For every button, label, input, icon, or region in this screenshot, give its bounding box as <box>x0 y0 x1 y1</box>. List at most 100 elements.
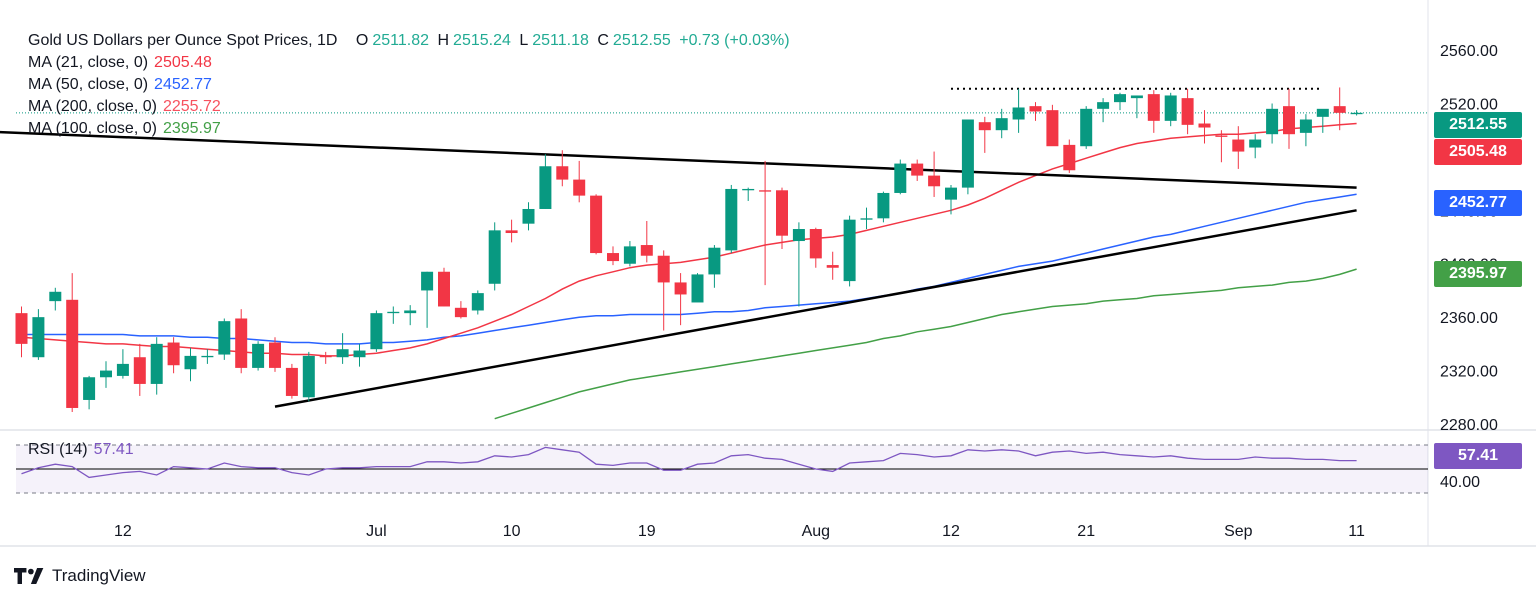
candle-body <box>1299 119 1312 133</box>
trendline-0 <box>0 130 1357 189</box>
candle <box>1046 104 1059 147</box>
candle <box>505 219 518 243</box>
candle <box>150 337 163 395</box>
candle <box>387 306 400 324</box>
ohlc-values: O 2511.82 H 2515.24 L 2511.18 C 2512.55 +0.7… <box>352 32 790 49</box>
candle-body <box>218 321 231 355</box>
candle-body <box>404 310 417 314</box>
rsi-pane <box>16 444 1428 494</box>
close-value: 2512.55 <box>612 32 671 49</box>
candle <box>877 191 890 223</box>
candle <box>911 159 924 181</box>
candle-body <box>1198 123 1211 128</box>
candle <box>539 154 552 209</box>
ma50-price-tag: 2452.77 <box>1434 190 1522 216</box>
symbol-title[interactable]: Gold US Dollars per Ounce Spot Prices, 1… <box>28 32 338 49</box>
candle <box>995 108 1008 139</box>
candle <box>404 305 417 326</box>
candle-body <box>1283 106 1295 135</box>
ma100-legend[interactable]: MA (100, close, 0) 2395.97 <box>28 118 790 140</box>
candle <box>336 333 349 364</box>
candle-body <box>269 342 281 368</box>
candle-body <box>235 318 248 368</box>
ma200-legend[interactable]: MA (200, close, 0) 2255.72 <box>28 96 790 118</box>
x-tick-label: Aug <box>802 523 830 540</box>
candle-body <box>556 166 569 180</box>
candle <box>302 351 315 402</box>
open-value: 2511.82 <box>372 32 430 49</box>
candle-body <box>454 307 467 318</box>
y-tick-label: 2320.00 <box>1440 364 1498 381</box>
candle <box>1147 90 1160 133</box>
candle-body <box>150 343 163 384</box>
candle-body <box>911 163 924 176</box>
candle <box>978 116 991 153</box>
x-tick-label: Sep <box>1224 523 1253 540</box>
candle <box>742 187 755 201</box>
candle-body <box>1333 106 1346 113</box>
candle <box>674 273 687 326</box>
legend-title-row: Gold US Dollars per Ounce Spot Prices, 1… <box>28 30 790 52</box>
candle <box>133 343 146 396</box>
ma100-price-tag: 2395.97 <box>1434 261 1522 287</box>
candle <box>218 318 231 360</box>
x-tick-label: 10 <box>503 523 521 540</box>
candle-body <box>708 247 721 275</box>
candle-body <box>302 355 315 398</box>
y-tick-label: 2520.00 <box>1440 96 1498 113</box>
trendlines <box>0 87 1357 408</box>
tradingview-brand[interactable]: TradingView <box>14 566 146 586</box>
ma21-price-tag: 2505.48 <box>1434 139 1522 165</box>
candle-body <box>66 299 79 408</box>
candle <box>167 337 180 374</box>
candle-body <box>32 317 45 358</box>
candle <box>1181 88 1194 135</box>
ma50-label: MA (50, close, 0) <box>28 76 149 93</box>
high-value: 2515.24 <box>453 32 511 49</box>
candle <box>201 349 214 364</box>
candle <box>1316 108 1329 133</box>
candle-body <box>742 188 755 191</box>
ma100-value: 2395.97 <box>162 120 221 137</box>
candle-body <box>792 229 805 242</box>
candle <box>607 246 619 266</box>
ma21-legend[interactable]: MA (21, close, 0) 2505.48 <box>28 52 790 74</box>
rsi-legend[interactable]: RSI (14) 57.41 <box>28 441 134 459</box>
candle <box>454 301 467 319</box>
candle-body <box>1046 110 1059 147</box>
candle-body <box>1266 108 1279 135</box>
candle <box>826 251 839 280</box>
candle-body <box>826 265 839 268</box>
candle <box>32 309 45 360</box>
candle-body <box>184 355 197 370</box>
candle <box>556 150 569 187</box>
ma21-value: 2505.48 <box>154 54 212 71</box>
candle-body <box>809 229 822 259</box>
candle <box>269 337 281 372</box>
x-tick-label: 12 <box>114 523 132 540</box>
candle <box>522 202 535 231</box>
candle <box>894 159 907 195</box>
change-value: +0.73 (+0.03%) <box>679 32 790 49</box>
candle <box>1130 95 1143 119</box>
candle <box>725 184 738 254</box>
candle-body <box>421 271 434 291</box>
candle-body <box>15 313 28 344</box>
candle-body <box>387 311 400 314</box>
candle-body <box>1012 107 1025 120</box>
candle <box>792 222 805 307</box>
chart-legend: Gold US Dollars per Ounce Spot Prices, 1… <box>28 30 790 140</box>
candle-body <box>1114 94 1126 103</box>
candle-body <box>505 230 518 234</box>
candle-body <box>353 350 366 358</box>
ma50-legend[interactable]: MA (50, close, 0) 2452.77 <box>28 74 790 96</box>
x-tick-label: 12 <box>942 523 960 540</box>
ma50-value: 2452.77 <box>154 76 212 93</box>
ma21-polyline <box>21 122 1357 357</box>
candle <box>590 194 603 255</box>
candle-body <box>201 355 214 358</box>
time-axis: 12 Jul 10 19 Aug 12 21 Sep 11 <box>114 523 1365 540</box>
candle <box>471 290 484 315</box>
rsi-tick-label: 40.00 <box>1440 474 1480 491</box>
low-value: 2511.18 <box>532 32 589 49</box>
